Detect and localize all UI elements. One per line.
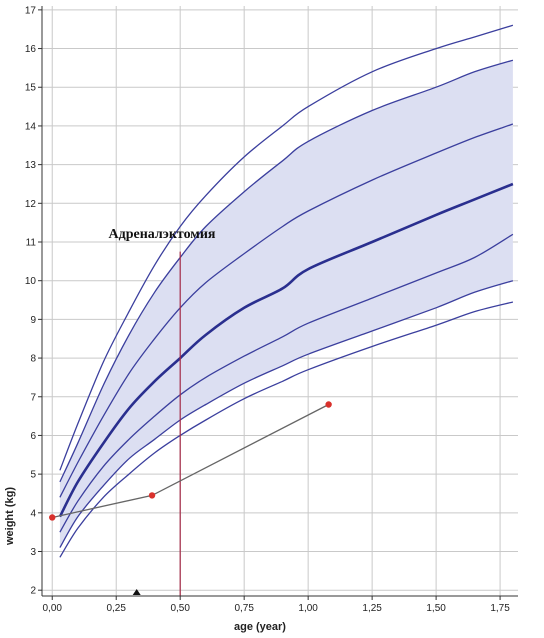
x-tick-label-4: 1,00 xyxy=(298,603,318,614)
percentile-curve-1 xyxy=(59,59,514,483)
x-tick-label-7: 1,75 xyxy=(490,603,510,614)
y-tick-label-13: 15 xyxy=(25,83,37,94)
y-tick-label-9: 11 xyxy=(26,238,37,249)
y-tick-label-3: 5 xyxy=(30,470,36,481)
percentile-curve-3 xyxy=(58,182,514,518)
percentile-curves xyxy=(58,24,514,558)
y-tick-label-2: 4 xyxy=(30,508,36,519)
percentile-curve-0 xyxy=(59,24,514,471)
y-tick-label-0: 2 xyxy=(30,586,36,597)
y-axis-title: weight (kg) xyxy=(4,487,16,546)
y-tick-label-12: 14 xyxy=(25,121,37,132)
patient-point-2 xyxy=(325,401,332,408)
y-tick-labels: 2 3 4 5 6 7 8 9 10 11 12 13 14 15 16 17 xyxy=(25,5,42,597)
y-tick-label-8: 10 xyxy=(25,276,37,287)
percentile-curve-5 xyxy=(59,280,514,548)
y-tick-label-14: 16 xyxy=(25,44,37,55)
y-tick-label-6: 8 xyxy=(30,354,36,365)
x-tick-label-3: 0,75 xyxy=(234,603,254,614)
y-tick-label-10: 12 xyxy=(25,199,37,210)
y-tick-label-4: 6 xyxy=(30,431,36,442)
y-tick-label-5: 7 xyxy=(30,392,36,403)
x-tick-label-2: 0,50 xyxy=(170,603,190,614)
x-tick-label-5: 1,25 xyxy=(362,603,382,614)
patient-point-0 xyxy=(49,514,56,521)
annotation-label: Адреналэктомия xyxy=(109,227,216,242)
percentile-band-fill xyxy=(59,60,513,548)
y-tick-label-1: 3 xyxy=(30,547,36,558)
x-tick-label-6: 1,50 xyxy=(426,603,446,614)
x-axis-title: age (year) xyxy=(234,621,286,633)
x-tick-label-1: 0,25 xyxy=(106,603,126,614)
percentile-curve-2 xyxy=(59,123,514,498)
y-tick-label-11: 13 xyxy=(25,160,37,171)
percentile-curve-4 xyxy=(59,233,514,533)
y-tick-label-7: 9 xyxy=(30,315,36,326)
patient-series xyxy=(49,401,332,521)
age-marker-triangle xyxy=(132,589,141,595)
axes xyxy=(41,6,518,597)
x-tick-label-0: 0,00 xyxy=(43,603,63,614)
patient-point-1 xyxy=(148,492,156,499)
x-tick-labels: 0,00 0,25 0,50 0,75 1,00 1,25 1,50 1,75 xyxy=(43,596,510,614)
percentile-curve-6 xyxy=(59,301,514,558)
y-tick-label-15: 17 xyxy=(25,5,37,16)
